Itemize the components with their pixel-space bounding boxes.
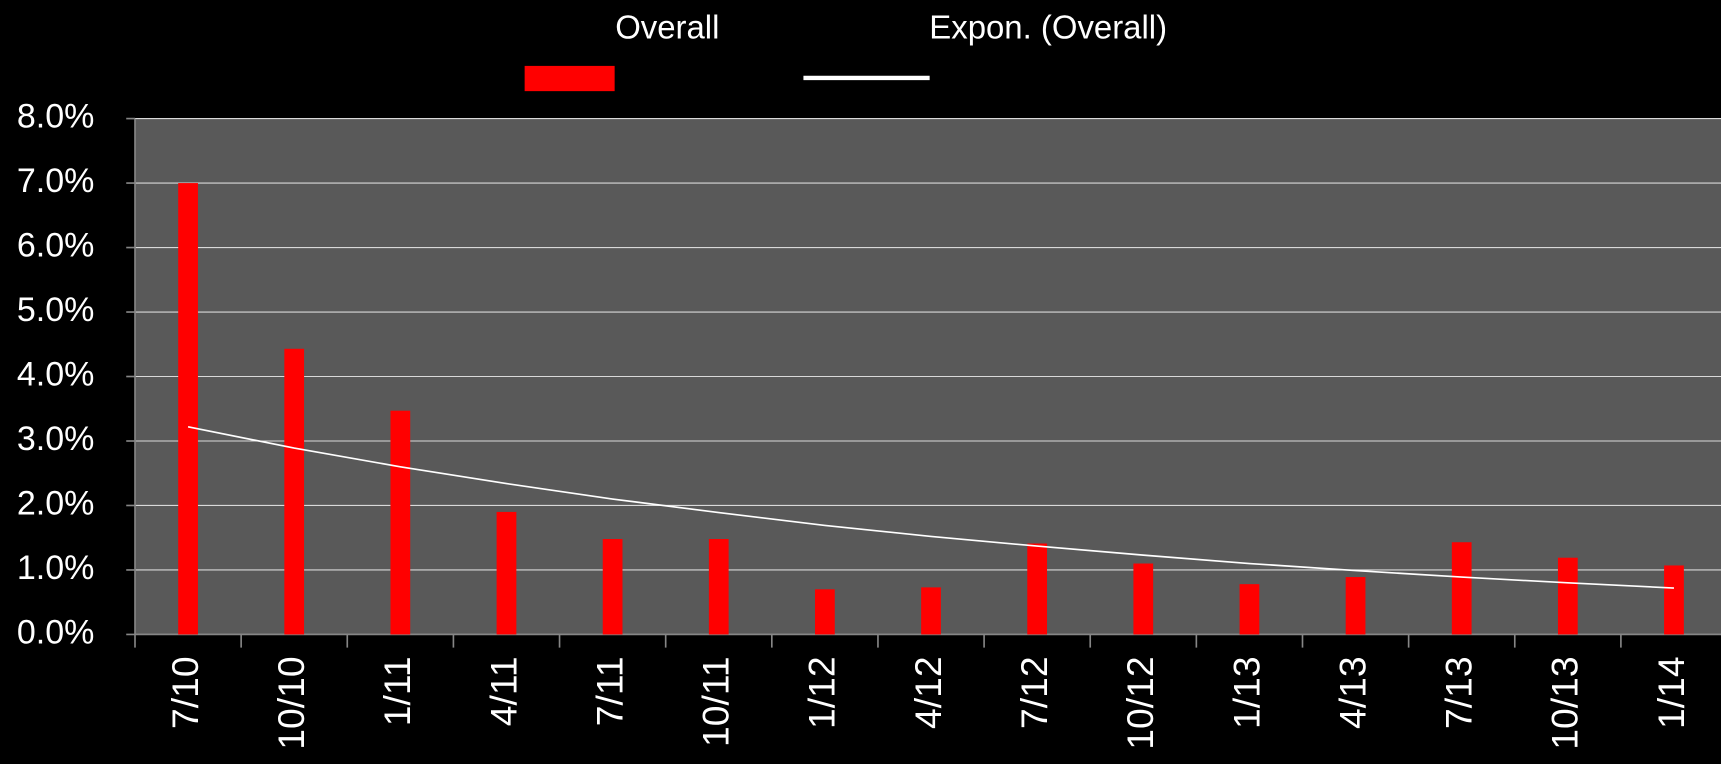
x-tick-label: 10/11	[695, 656, 737, 747]
bar	[1133, 563, 1154, 635]
x-tick-label: 1/14	[1650, 656, 1692, 729]
x-tick-label: 10/12	[1119, 656, 1161, 749]
bar	[815, 589, 835, 635]
x-tick-label: 4/12	[907, 656, 949, 729]
legend-label: Overall	[615, 8, 719, 45]
bar	[1664, 565, 1684, 635]
bar	[1557, 557, 1578, 635]
bar	[1239, 584, 1260, 635]
y-tick-label: 3.0%	[17, 420, 95, 458]
bar	[284, 348, 305, 635]
y-tick-label: 7.0%	[17, 162, 95, 200]
x-tick-label: 7/13	[1438, 656, 1480, 729]
bar	[602, 539, 623, 635]
bar	[921, 587, 941, 635]
trend-line	[187, 426, 1675, 589]
x-tick-label: 4/13	[1331, 656, 1373, 729]
bar	[1451, 542, 1472, 635]
x-tick-label: 10/13	[1544, 656, 1586, 749]
bar	[178, 183, 198, 635]
x-tick-label: 7/12	[1013, 656, 1055, 729]
x-tick-label: 7/10	[164, 656, 206, 729]
legend-swatch	[524, 65, 615, 92]
x-tick-label: 7/11	[588, 656, 630, 726]
bar	[708, 539, 729, 635]
y-tick-label: 1.0%	[17, 549, 95, 587]
x-tick-label: 1/12	[801, 656, 843, 729]
bar	[1027, 543, 1048, 635]
x-tick-label: 1/13	[1225, 656, 1267, 729]
y-tick-label: 4.0%	[17, 355, 95, 393]
y-tick-label: 8.0%	[17, 98, 95, 136]
y-tick-label: 6.0%	[17, 227, 95, 265]
bar	[496, 511, 517, 635]
x-tick-label: 1/11	[376, 656, 418, 726]
x-tick-label: 10/10	[270, 656, 312, 749]
legend-label: Expon. (Overall)	[929, 8, 1167, 45]
bar	[390, 410, 411, 635]
bar	[1345, 577, 1366, 635]
y-tick-label: 2.0%	[17, 484, 95, 522]
x-tick-label: 4/11	[482, 656, 524, 726]
y-tick-label: 5.0%	[17, 291, 95, 329]
y-tick-label: 0.0%	[17, 613, 95, 651]
